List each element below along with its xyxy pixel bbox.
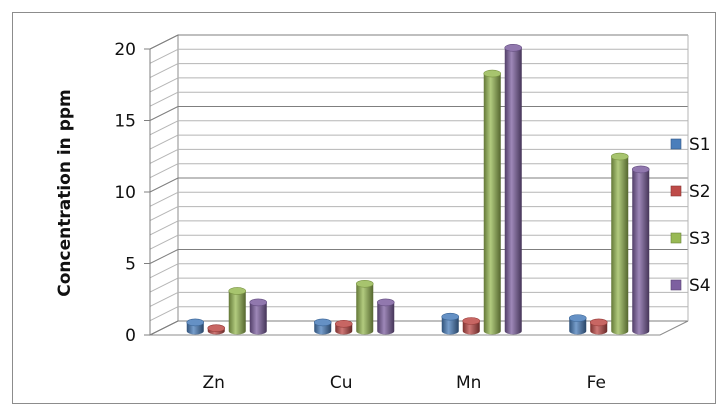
legend-label: S1: [689, 135, 711, 155]
gridline-side: [149, 163, 179, 179]
bar-top: [313, 318, 332, 327]
x-tick-label: Fe: [587, 373, 606, 393]
legend-label: S3: [689, 229, 711, 249]
bar-s4-mn: [504, 44, 523, 335]
bar-body: [611, 156, 629, 335]
gridline-side: [149, 148, 179, 164]
gridline-side: [149, 291, 179, 307]
legend-swatch: [670, 138, 682, 150]
bar-s4-cu: [376, 298, 395, 335]
y-tick-label: 20: [114, 40, 136, 60]
bar-top: [207, 324, 226, 332]
bar-top: [610, 152, 629, 161]
x-tick-label: Mn: [456, 373, 481, 393]
gridline-side: [149, 206, 179, 222]
x-tick-label: Zn: [203, 373, 225, 393]
gridline-side: [149, 320, 179, 336]
gridline-side: [149, 234, 179, 250]
bar-body: [462, 320, 480, 335]
bar-body: [569, 318, 587, 335]
gridline-side: [149, 34, 179, 50]
legend-swatch: [670, 232, 682, 244]
gridline-side: [149, 63, 179, 79]
chart-frame: [12, 12, 716, 404]
bar-top: [483, 69, 502, 78]
legend-label: S4: [689, 276, 711, 296]
gridline-side: [149, 277, 179, 293]
bar-body: [441, 316, 459, 335]
y-tick-label: 5: [125, 255, 136, 275]
legend-item-s2: S2: [670, 182, 711, 202]
gridline-side: [149, 263, 179, 279]
y-tick-labels: 0 5 10 15 20: [114, 40, 136, 346]
legend-label: S2: [689, 182, 711, 202]
bar-top: [504, 44, 523, 52]
bar-s2-mn: [462, 317, 481, 335]
bar-top: [568, 314, 587, 322]
bar-s4-fe: [631, 165, 650, 335]
legend: S1 S2 S3 S4: [670, 135, 711, 296]
bar-body: [632, 169, 650, 335]
bar-s1-mn: [441, 312, 460, 335]
x-tick-labels: Zn Cu Mn Fe: [203, 373, 606, 393]
legend-item-s4: S4: [670, 276, 711, 296]
gridline-side: [149, 306, 179, 322]
gridline-side: [149, 220, 179, 236]
bar-body: [377, 302, 395, 335]
gridline-side: [149, 120, 179, 136]
bar-body: [356, 283, 374, 335]
bar-s1-fe: [568, 314, 587, 335]
legend-swatch: [670, 279, 682, 291]
bar-body: [228, 290, 246, 335]
bar-top: [186, 318, 205, 327]
bar-s2-cu: [334, 320, 353, 335]
x-tick-label: Cu: [330, 373, 353, 393]
bar-top: [228, 287, 247, 295]
bar-s3-zn: [228, 287, 247, 335]
y-axis-label: Concentration in ppm: [55, 89, 75, 297]
bar-body: [249, 302, 267, 335]
bar-top: [376, 298, 395, 307]
bar-s3-fe: [610, 152, 629, 335]
gridline-side: [149, 48, 179, 64]
bar-s2-zn: [207, 324, 226, 335]
bar-top: [334, 320, 353, 328]
bar-s4-zn: [249, 298, 268, 335]
bar-body: [483, 73, 501, 335]
legend-item-s1: S1: [670, 135, 711, 155]
bar-top: [462, 317, 481, 325]
gridline-side: [149, 134, 179, 150]
y-tick-label: 10: [114, 183, 136, 203]
bars: [186, 44, 650, 335]
bar-s3-mn: [483, 69, 502, 335]
gridline-side: [149, 249, 179, 264]
bar-top: [441, 312, 460, 321]
gridlines: [144, 34, 689, 336]
gridline-side: [149, 91, 179, 107]
gridline-side: [149, 106, 179, 121]
bar-s2-fe: [589, 318, 608, 335]
legend-swatch: [670, 185, 682, 197]
bar-s1-zn: [186, 318, 205, 335]
gridline-side: [149, 177, 179, 193]
bar-top: [249, 298, 268, 307]
legend-item-s3: S3: [670, 229, 711, 249]
bar-s3-cu: [355, 280, 374, 335]
y-tick-label: 15: [114, 112, 136, 132]
bar-top: [589, 318, 608, 327]
gridline-side: [149, 191, 179, 207]
gridline-side: [149, 77, 179, 93]
bar-body: [504, 47, 522, 335]
bar-top: [355, 280, 374, 288]
bar-top: [631, 165, 650, 174]
y-tick-label: 0: [125, 326, 136, 346]
bar-s1-cu: [313, 318, 332, 335]
